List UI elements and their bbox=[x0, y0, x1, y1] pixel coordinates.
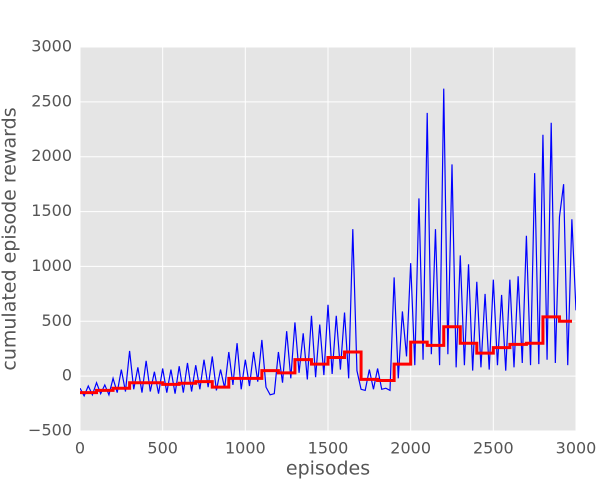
x-tick-label: 1000 bbox=[225, 439, 266, 458]
y-axis-label: cumulated episode rewards bbox=[0, 107, 21, 370]
x-tick-label: 2500 bbox=[473, 439, 514, 458]
y-tick-label: 3000 bbox=[31, 37, 72, 56]
x-tick-label: 0 bbox=[75, 439, 85, 458]
y-tick-label: 2500 bbox=[31, 91, 72, 110]
y-tick-label: 500 bbox=[41, 311, 72, 330]
x-tick-label: 500 bbox=[147, 439, 178, 458]
y-tick-label: 1500 bbox=[31, 201, 72, 220]
line bbox=[80, 88, 576, 398]
x-axis-label: episodes bbox=[286, 458, 370, 479]
line bbox=[80, 315, 572, 395]
y-tick-label: 2000 bbox=[31, 146, 72, 165]
x-tick-label: 1500 bbox=[308, 439, 349, 458]
x-tick-label: 2000 bbox=[390, 439, 431, 458]
y-tick-label: −500 bbox=[28, 421, 72, 440]
y-tick-label: 1000 bbox=[31, 256, 72, 275]
y-tick-label: 0 bbox=[62, 366, 72, 385]
x-tick-label: 3000 bbox=[556, 439, 597, 458]
